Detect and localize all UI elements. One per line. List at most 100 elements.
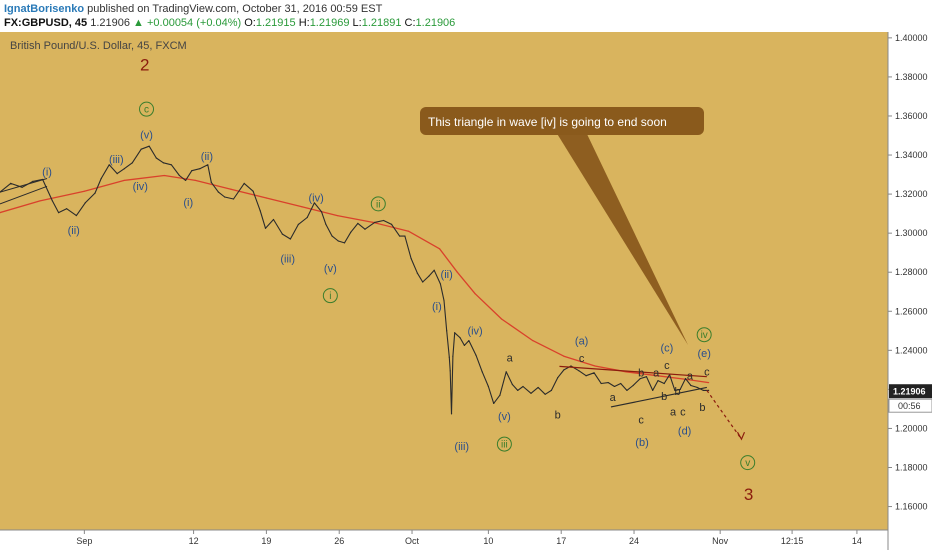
wave-label: (iv) <box>308 192 323 204</box>
price-series-line-point <box>505 371 507 373</box>
price-series-line-point <box>259 210 261 212</box>
price-series-line-point <box>452 355 454 357</box>
wave-label: (ii) <box>201 151 213 163</box>
wave-label: c <box>704 367 710 379</box>
price-series-line-point <box>191 170 193 172</box>
x-tick-label: 24 <box>629 536 639 546</box>
triangle-upper-line <box>559 365 707 378</box>
y-tick-label: 1.16000 <box>895 502 928 512</box>
price-series-line-point <box>162 162 164 164</box>
price-series-line-point <box>357 222 359 224</box>
symbol-info: FX:GBPUSD, 45 1.21906 ▲ +0.00054 (+0.04%… <box>4 17 455 29</box>
price-series-line-point <box>272 218 275 221</box>
ma-series-line-point <box>372 221 374 224</box>
price-series-line-point <box>100 177 102 180</box>
price-series-line-point <box>207 164 209 166</box>
publish-text: published on TradingView.com, October 31… <box>87 3 383 15</box>
x-tick-label: Nov <box>712 536 729 546</box>
wave-label: 3 <box>744 485 753 504</box>
x-axis[interactable]: Sep 12 19 26 Oct 10 17 24 Nov 12:15 14 <box>76 530 862 546</box>
price-chart[interactable]: 1.40000 1.38000 1.36000 1.34000 1.32000 1.300… <box>0 32 932 550</box>
price-series-line-point <box>696 386 698 389</box>
annotation-callout[interactable]: This triangle in wave [iv] is going to e… <box>420 107 704 345</box>
y-tick-label: 1.34000 <box>895 150 928 160</box>
ma-series-line-point <box>0 212 1 214</box>
price-series-line-point <box>131 162 133 164</box>
price-series-line-point <box>544 393 546 395</box>
price-series-line-point <box>578 370 580 372</box>
wave-circle-icon <box>370 196 386 212</box>
wave-label: (d) <box>678 425 691 437</box>
price-series-line-point <box>51 200 53 202</box>
wave-label: c <box>664 360 670 372</box>
triangle-pattern <box>0 177 707 408</box>
wave-labels: (i) (ii) (iii) (iv) (v) c 2 (i) (ii) (iii) (iv) (v)… <box>42 56 756 504</box>
price-series-line-point <box>313 202 315 204</box>
wave-label: (ii) <box>441 269 453 281</box>
price-series-line-point <box>32 180 34 182</box>
price-series-line-point <box>199 168 201 170</box>
price-series-line-point <box>374 221 376 224</box>
wave-circle-icon <box>322 288 338 304</box>
wave-label: iv <box>701 330 708 341</box>
price-series-line-point <box>517 389 519 391</box>
ma-series-line-point <box>501 318 503 320</box>
wave-circle-icon <box>139 101 155 117</box>
price-series-line-point <box>690 384 692 387</box>
wave-label: (iii) <box>454 441 469 453</box>
price-series-line-point <box>210 181 212 183</box>
moving-average-layer <box>0 174 710 384</box>
callout-pointer <box>556 132 688 345</box>
high-value: 1.21969 <box>309 17 350 29</box>
countdown-tag <box>888 398 932 413</box>
price-series-line-point <box>493 402 495 405</box>
triangle-lower-line <box>610 386 707 408</box>
price-series-line-point <box>170 164 172 166</box>
price-series-line-point <box>522 385 524 388</box>
ma-series-line-point <box>687 379 689 381</box>
price-series-line-point <box>21 186 23 188</box>
wave-label: (b) <box>635 437 648 449</box>
wave-label: a <box>610 392 617 404</box>
x-tick-label: 12 <box>189 536 199 546</box>
price-series-line-point <box>530 392 532 394</box>
callout-box <box>420 107 704 135</box>
price-series-line-point <box>570 365 572 367</box>
wave-label: b <box>661 391 667 403</box>
price-series-line-point <box>289 238 291 240</box>
price-series-line-point <box>123 168 125 170</box>
price-series-line-point <box>108 164 110 166</box>
wave-label: b <box>699 402 705 414</box>
price-series-line-point <box>383 219 385 222</box>
price-series-line-point <box>84 202 86 204</box>
chart-title: British Pound/U.S. Dollar, 45, FXCM <box>10 40 187 52</box>
price-series-line-point <box>600 382 602 385</box>
price-series-line-point <box>416 272 418 274</box>
wave-label: ii <box>376 199 380 210</box>
ma-series-line-point <box>708 381 710 384</box>
price-series-line-point <box>422 281 424 283</box>
price-series-line-point <box>404 235 406 237</box>
price-series-line-point <box>663 382 665 385</box>
wave-label: a <box>653 368 660 380</box>
last-price: 1.21906 <box>90 17 130 29</box>
y-tick-label: 1.18000 <box>895 463 928 473</box>
price-series-line-point <box>708 389 710 391</box>
author-link[interactable]: IgnatBorisenko <box>4 3 85 15</box>
price-series-line-point <box>281 233 283 235</box>
price-change: +0.00054 (+0.04%) <box>146 17 242 29</box>
price-series-line-point <box>320 211 323 213</box>
symbol-name: FX:GBPUSD, 45 <box>4 17 88 29</box>
last-price-value: 1.21906 <box>893 387 926 397</box>
ma-series-line-point <box>438 248 441 250</box>
price-series-line-point <box>459 337 461 339</box>
x-tick-label: 17 <box>556 536 566 546</box>
price-series-line-point <box>410 257 412 260</box>
ma-series-line-point <box>123 179 125 182</box>
wave-label: 2 <box>140 56 149 75</box>
wave-label: (i) <box>183 197 193 209</box>
wave-label: b <box>674 386 680 398</box>
wave-label: (iv) <box>467 326 482 338</box>
y-tick-label: 1.20000 <box>895 423 928 433</box>
ma-series-line-point <box>656 375 658 377</box>
